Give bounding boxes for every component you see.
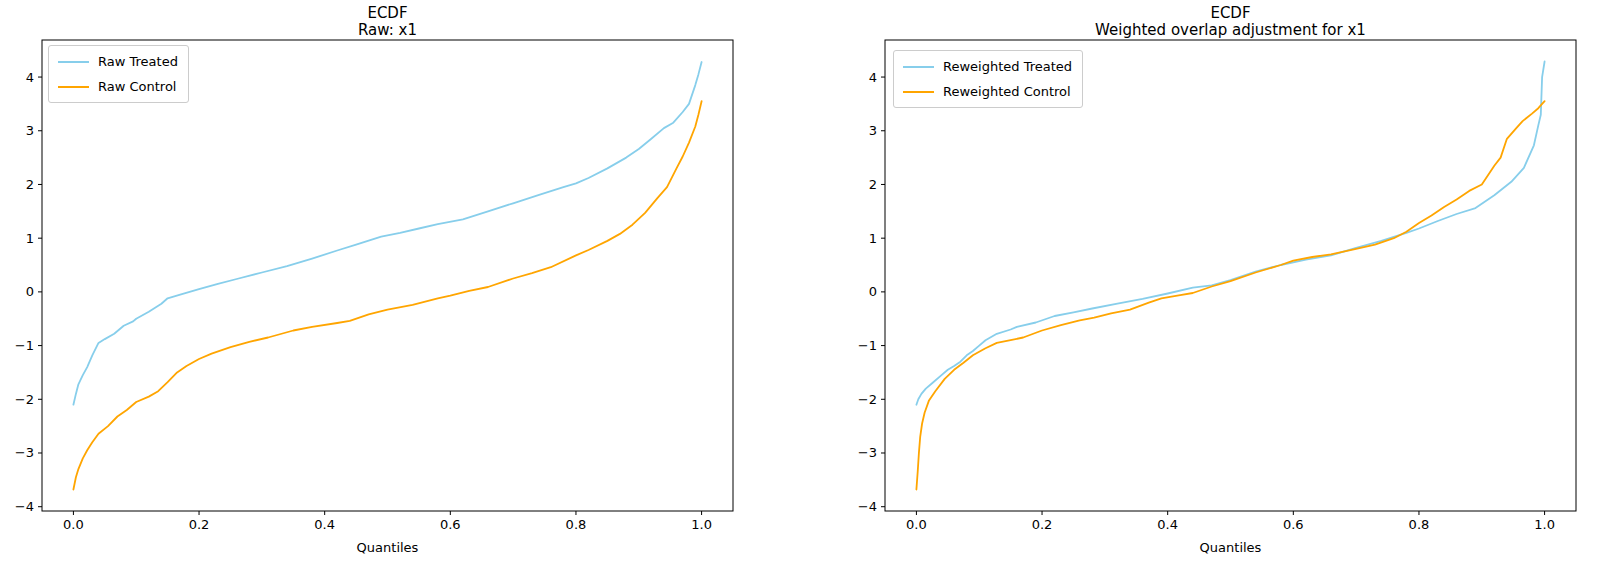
y-tick-label: −2 [858, 392, 877, 407]
x-tick-label: 0.0 [906, 517, 927, 532]
legend-entry-raw-control: Raw Control [58, 77, 178, 96]
axes-spines [885, 40, 1576, 511]
raw-control-curve [73, 101, 701, 489]
y-tick-label: 1 [869, 231, 877, 246]
y-tick-label: −4 [15, 499, 34, 514]
reweighted-treated-line-swatch [903, 66, 934, 68]
left-legend: Raw Treated Raw Control [48, 45, 189, 103]
x-tick-label: 0.2 [1032, 517, 1053, 532]
x-tick-label: 0.0 [63, 517, 84, 532]
reweighted-treated-curve [916, 62, 1544, 405]
legend-entry-reweighted-control: Reweighted Control [903, 82, 1072, 101]
left-xaxis-label: Quantiles [42, 540, 733, 555]
legend-label: Reweighted Control [943, 84, 1071, 99]
right-legend: Reweighted Treated Reweighted Control [893, 50, 1083, 108]
x-tick-label: 0.6 [440, 517, 461, 532]
y-tick-label: 2 [869, 177, 877, 192]
x-tick-label: 1.0 [691, 517, 712, 532]
y-tick-label: 3 [869, 123, 877, 138]
raw-treated-curve [73, 62, 701, 405]
legend-label: Raw Control [98, 79, 176, 94]
axes-spines [42, 40, 733, 511]
figure: ECDF Raw: x1 0.00.20.40.60.81.0−4−3−2−10… [0, 0, 1600, 563]
legend-label: Raw Treated [98, 54, 178, 69]
y-tick-label: −4 [858, 499, 877, 514]
x-tick-label: 0.6 [1283, 517, 1304, 532]
x-tick-label: 0.4 [1157, 517, 1178, 532]
y-tick-label: −3 [15, 445, 34, 460]
reweighted-control-line-swatch [903, 91, 934, 93]
x-tick-label: 0.8 [566, 517, 587, 532]
raw-treated-line-swatch [58, 61, 89, 63]
right-plot: ECDF Weighted overlap adjustment for x1 … [800, 0, 1600, 563]
right-xaxis-label: Quantiles [885, 540, 1576, 555]
raw-control-line-swatch [58, 86, 89, 88]
y-tick-label: 3 [26, 123, 34, 138]
x-tick-label: 1.0 [1534, 517, 1555, 532]
y-tick-label: −1 [858, 338, 877, 353]
left-plot: ECDF Raw: x1 0.00.20.40.60.81.0−4−3−2−10… [0, 0, 800, 563]
y-tick-label: 2 [26, 177, 34, 192]
y-tick-label: 0 [869, 284, 877, 299]
y-tick-label: −3 [858, 445, 877, 460]
legend-entry-reweighted-treated: Reweighted Treated [903, 57, 1072, 76]
x-tick-label: 0.4 [314, 517, 335, 532]
y-tick-label: −2 [15, 392, 34, 407]
x-tick-label: 0.8 [1409, 517, 1430, 532]
y-tick-label: −1 [15, 338, 34, 353]
y-tick-label: 4 [869, 70, 877, 85]
x-tick-label: 0.2 [189, 517, 210, 532]
y-tick-label: 4 [26, 70, 34, 85]
reweighted-control-curve [916, 101, 1544, 489]
legend-label: Reweighted Treated [943, 59, 1072, 74]
legend-entry-raw-treated: Raw Treated [58, 52, 178, 71]
y-tick-label: 1 [26, 231, 34, 246]
y-tick-label: 0 [26, 284, 34, 299]
